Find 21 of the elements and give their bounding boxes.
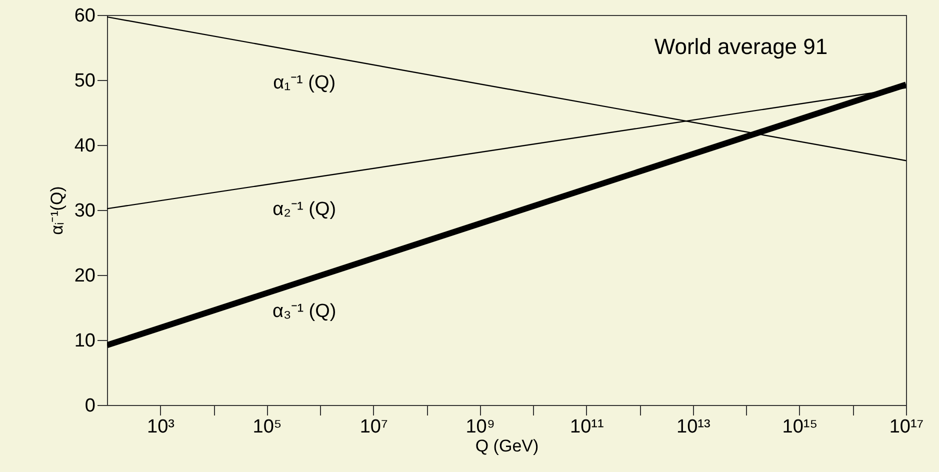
x-tick-label: 10⁹ bbox=[466, 416, 496, 438]
y-tick-label: 30 bbox=[74, 200, 96, 222]
x-tick-label: 10³ bbox=[147, 416, 174, 438]
x-tick-label: 10¹³ bbox=[676, 416, 710, 438]
annotation: World average 91 bbox=[654, 34, 828, 59]
series-label: α₁⁻¹ (Q) bbox=[273, 72, 336, 94]
y-tick-label: 20 bbox=[74, 266, 96, 286]
y-tick-label: 50 bbox=[74, 70, 96, 92]
series-label: α₂⁻¹ (Q) bbox=[272, 198, 336, 220]
x-tick-label: 10¹¹ bbox=[570, 416, 604, 438]
y-tick-label: 60 bbox=[74, 6, 96, 26]
y-tick-label: 0 bbox=[84, 396, 96, 416]
y-tick-label: 40 bbox=[74, 136, 96, 156]
y-axis-title: αᵢ⁻¹(Q) bbox=[47, 186, 66, 235]
x-axis-title: Q (GeV) bbox=[475, 436, 539, 456]
x-tick-label: 10⁵ bbox=[252, 416, 282, 438]
x-tick-label: 10⁷ bbox=[360, 416, 388, 438]
x-tick-label: 10¹⁷ bbox=[889, 416, 924, 438]
series-label: α₃⁻¹ (Q) bbox=[272, 300, 336, 322]
x-tick-label: 10¹⁵ bbox=[782, 416, 818, 438]
y-tick-label: 10 bbox=[74, 330, 96, 352]
